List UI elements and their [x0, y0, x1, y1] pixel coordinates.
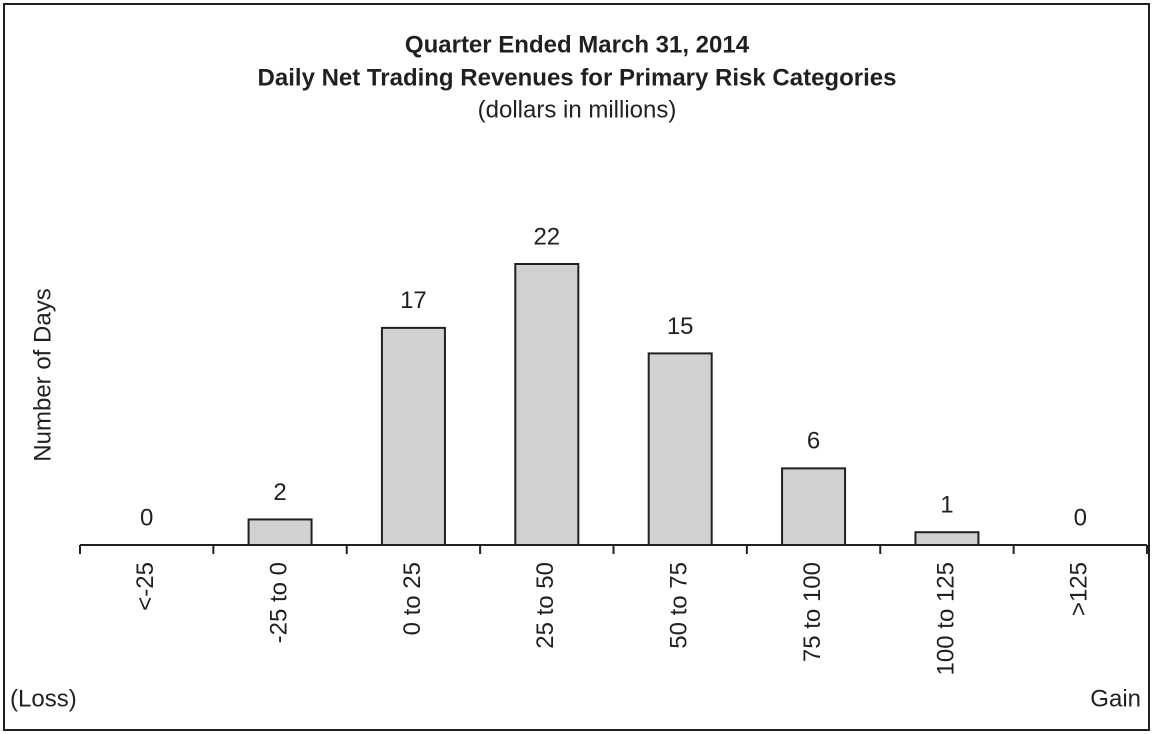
data-label: 15 [667, 313, 694, 340]
x-tick-label: 100 to 125 [932, 562, 959, 675]
x-tick-label: 75 to 100 [799, 562, 826, 662]
chart-title: Quarter Ended March 31, 2014 [405, 31, 750, 58]
data-label: 0 [140, 504, 153, 531]
bar [914, 531, 980, 547]
bar [781, 467, 847, 547]
data-label: 17 [400, 287, 427, 314]
data-label: 22 [533, 223, 560, 250]
data-label: 1 [940, 492, 953, 519]
bar [647, 352, 713, 546]
gain-annotation: Gain [1090, 685, 1141, 712]
data-label: 6 [807, 428, 820, 455]
data-label: 0 [1074, 504, 1087, 531]
bar [247, 518, 313, 546]
x-tick-label: 0 to 25 [399, 562, 426, 635]
x-tick-label: -25 to 0 [265, 562, 292, 643]
x-tick-label: 50 to 75 [666, 562, 693, 649]
units-note: (dollars in millions) [478, 96, 677, 123]
y-axis-label: Number of Days [29, 288, 56, 461]
x-tick-label: >125 [1066, 562, 1093, 616]
x-tick-label: <-25 [132, 562, 159, 611]
data-label: 2 [273, 479, 286, 506]
x-tick-label: 25 to 50 [532, 562, 559, 649]
bar [380, 326, 446, 547]
bar [514, 263, 580, 546]
chart-subtitle: Daily Net Trading Revenues for Primary R… [258, 64, 897, 91]
loss-annotation: (Loss) [10, 685, 77, 712]
